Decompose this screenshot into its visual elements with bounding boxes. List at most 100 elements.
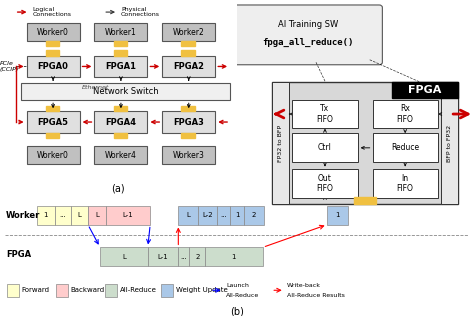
- Text: (b): (b): [230, 307, 244, 316]
- Text: 1: 1: [232, 254, 236, 260]
- Text: PCIe
(CCIP): PCIe (CCIP): [0, 61, 19, 72]
- FancyBboxPatch shape: [162, 56, 215, 77]
- Bar: [56, 284, 68, 296]
- Bar: [106, 206, 150, 224]
- Bar: [161, 284, 173, 296]
- Bar: [218, 206, 230, 224]
- Text: All-Reduce: All-Reduce: [119, 287, 156, 293]
- Text: All-Reduce: All-Reduce: [226, 293, 259, 298]
- Bar: [182, 133, 195, 138]
- Text: Ethernet: Ethernet: [82, 85, 109, 90]
- Text: FPGA5: FPGA5: [37, 118, 69, 126]
- FancyBboxPatch shape: [94, 56, 147, 77]
- Text: FPGA: FPGA: [408, 85, 442, 95]
- Bar: [114, 133, 127, 138]
- Bar: [182, 106, 195, 111]
- Text: Worker: Worker: [6, 211, 40, 221]
- Text: 1: 1: [336, 212, 340, 218]
- FancyBboxPatch shape: [292, 133, 358, 162]
- Text: Worker0: Worker0: [37, 151, 69, 160]
- Text: L-2: L-2: [202, 212, 213, 218]
- Text: 2: 2: [252, 212, 256, 218]
- Bar: [114, 106, 127, 111]
- Text: Worker1: Worker1: [105, 27, 137, 37]
- FancyBboxPatch shape: [234, 5, 383, 65]
- FancyBboxPatch shape: [27, 111, 80, 133]
- Text: Tx
FIFO: Tx FIFO: [317, 104, 333, 124]
- Bar: [88, 206, 106, 224]
- Text: Logical
Connections: Logical Connections: [32, 7, 72, 17]
- Bar: [71, 206, 88, 224]
- FancyBboxPatch shape: [162, 111, 215, 133]
- Text: Forward: Forward: [22, 287, 50, 293]
- Text: In
FIFO: In FIFO: [397, 174, 414, 193]
- Text: Physical
Connections: Physical Connections: [121, 7, 160, 17]
- Bar: [7, 284, 19, 296]
- Bar: [182, 50, 195, 56]
- Bar: [100, 247, 148, 266]
- Bar: [178, 206, 198, 224]
- Bar: [148, 247, 178, 266]
- Text: Weight Update: Weight Update: [176, 287, 228, 293]
- Bar: [189, 247, 205, 266]
- Text: FPGA1: FPGA1: [105, 62, 137, 71]
- Text: FP32 to BFP: FP32 to BFP: [278, 125, 283, 162]
- FancyBboxPatch shape: [21, 83, 230, 100]
- FancyBboxPatch shape: [373, 100, 438, 128]
- Text: fpga_all_reduce(): fpga_all_reduce(): [263, 38, 354, 47]
- Text: Worker2: Worker2: [173, 27, 205, 37]
- FancyBboxPatch shape: [292, 100, 358, 128]
- Text: 1: 1: [44, 212, 48, 218]
- Text: FPGA4: FPGA4: [105, 118, 137, 126]
- Text: L: L: [77, 212, 81, 218]
- FancyBboxPatch shape: [373, 169, 438, 198]
- Bar: [105, 284, 117, 296]
- Bar: [178, 247, 189, 266]
- FancyBboxPatch shape: [162, 146, 215, 164]
- Text: L: L: [186, 212, 190, 218]
- Text: Ctrl: Ctrl: [318, 143, 332, 152]
- Text: 2: 2: [195, 254, 200, 260]
- Bar: [328, 206, 348, 224]
- Text: Network Switch: Network Switch: [92, 87, 158, 96]
- Text: Reduce: Reduce: [391, 143, 419, 152]
- FancyBboxPatch shape: [27, 56, 80, 77]
- Text: FPGA0: FPGA0: [37, 62, 69, 71]
- FancyBboxPatch shape: [373, 133, 438, 162]
- Text: ...: ...: [59, 212, 66, 218]
- Text: Worker4: Worker4: [105, 151, 137, 160]
- Text: L: L: [95, 212, 99, 218]
- FancyBboxPatch shape: [94, 111, 147, 133]
- Text: Backward: Backward: [71, 287, 105, 293]
- Text: Write-back: Write-back: [287, 283, 321, 288]
- Text: FPGA: FPGA: [6, 250, 31, 259]
- Text: L: L: [122, 254, 126, 260]
- FancyBboxPatch shape: [27, 23, 80, 41]
- Text: 1: 1: [235, 212, 239, 218]
- Bar: [198, 206, 218, 224]
- Bar: [230, 206, 244, 224]
- Bar: [114, 41, 127, 46]
- Text: L-1: L-1: [158, 254, 168, 260]
- Bar: [46, 106, 59, 111]
- FancyBboxPatch shape: [27, 146, 80, 164]
- Bar: [354, 197, 376, 204]
- Text: (a): (a): [111, 184, 125, 193]
- Text: FPGA2: FPGA2: [173, 62, 204, 71]
- Bar: [46, 133, 59, 138]
- Bar: [46, 41, 59, 46]
- FancyBboxPatch shape: [441, 82, 458, 204]
- Text: L-1: L-1: [123, 212, 134, 218]
- Bar: [55, 206, 71, 224]
- Bar: [182, 41, 195, 46]
- FancyBboxPatch shape: [162, 23, 215, 41]
- FancyBboxPatch shape: [94, 23, 147, 41]
- Bar: [114, 50, 127, 56]
- Text: AI Training SW: AI Training SW: [278, 21, 338, 29]
- FancyBboxPatch shape: [292, 169, 358, 198]
- Bar: [392, 82, 458, 98]
- FancyBboxPatch shape: [94, 146, 147, 164]
- Bar: [36, 206, 55, 224]
- Text: Worker0: Worker0: [37, 27, 69, 37]
- Text: Out
FIFO: Out FIFO: [317, 174, 333, 193]
